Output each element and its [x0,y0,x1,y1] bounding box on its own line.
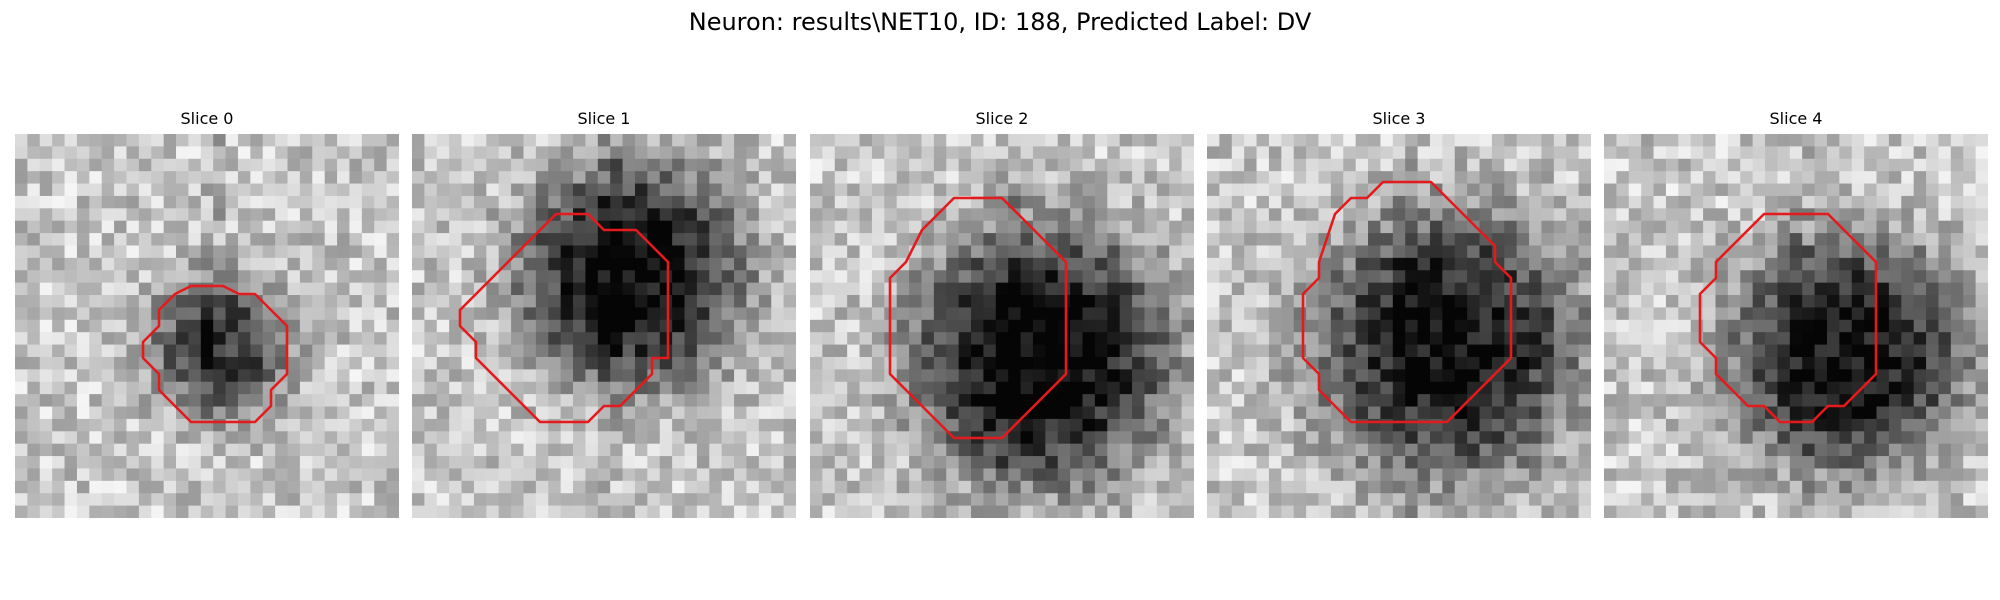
slice-panel-1: Slice 1 [412,108,796,518]
slice-panel-3: Slice 3 [1207,108,1591,518]
slice-image-4 [1604,134,1988,518]
slice-title-3: Slice 3 [1372,109,1426,128]
slice-title-4: Slice 4 [1769,109,1823,128]
roi-outline [888,196,1068,440]
slice-image-1 [412,134,796,518]
slice-title-0: Slice 0 [180,109,234,128]
pixel-grid [15,134,399,518]
slice-image-0 [15,134,399,518]
figure-title: Neuron: results\NET10, ID: 188, Predicte… [688,8,1312,36]
slice-title-1: Slice 1 [577,109,631,128]
slice-panel-2: Slice 2 [810,108,1194,518]
slice-image-2 [810,134,1194,518]
slice-panel-0: Slice 0 [15,108,399,518]
slice-image-3 [1207,134,1591,518]
pixel-grid [1207,134,1591,518]
roi-outline [458,212,670,424]
slice-title-2: Slice 2 [975,109,1029,128]
roi-outline [141,284,289,424]
pixel-grid [1604,134,1988,518]
pixel-grid [810,134,1194,518]
roi-outline [1698,212,1878,424]
pixel-grid [412,134,796,518]
roi-outline [1301,180,1513,424]
slice-panel-4: Slice 4 [1604,108,1988,518]
